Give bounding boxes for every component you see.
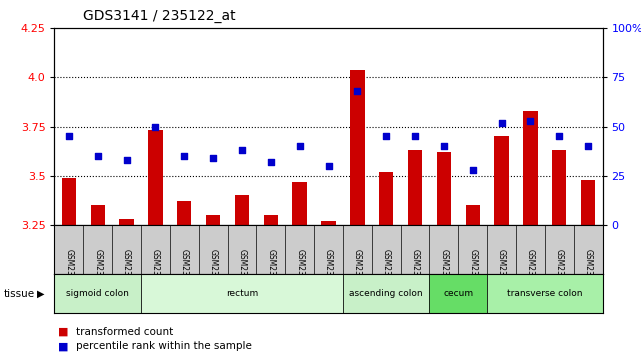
Point bbox=[438, 143, 449, 149]
Text: transverse colon: transverse colon bbox=[507, 289, 583, 298]
Point bbox=[583, 143, 594, 149]
Bar bbox=[494, 136, 509, 225]
Text: ■: ■ bbox=[58, 327, 68, 337]
Text: GSM234916: GSM234916 bbox=[122, 249, 131, 295]
Bar bbox=[177, 201, 192, 225]
Bar bbox=[54, 274, 141, 313]
Bar bbox=[321, 221, 336, 225]
Text: GSM234927: GSM234927 bbox=[353, 249, 362, 295]
Text: sigmoid colon: sigmoid colon bbox=[66, 289, 129, 298]
Bar bbox=[141, 274, 343, 313]
Point bbox=[467, 167, 478, 173]
Point bbox=[179, 153, 190, 159]
Bar bbox=[343, 274, 429, 313]
Point bbox=[294, 143, 305, 149]
Text: GSM234911: GSM234911 bbox=[179, 249, 189, 295]
Bar bbox=[429, 274, 487, 313]
Text: percentile rank within the sample: percentile rank within the sample bbox=[76, 341, 251, 351]
Bar bbox=[263, 215, 278, 225]
Point bbox=[410, 133, 420, 139]
Text: ▶: ▶ bbox=[37, 289, 44, 299]
Text: ■: ■ bbox=[58, 341, 68, 351]
Text: GSM234917: GSM234917 bbox=[497, 249, 506, 295]
Bar bbox=[552, 150, 567, 225]
Bar bbox=[292, 182, 307, 225]
Text: GSM234912: GSM234912 bbox=[468, 249, 478, 295]
Text: GSM234910: GSM234910 bbox=[93, 249, 103, 295]
Text: GSM234925: GSM234925 bbox=[324, 249, 333, 295]
Point bbox=[265, 159, 276, 165]
Text: GSM234909: GSM234909 bbox=[64, 249, 74, 295]
Text: GDS3141 / 235122_at: GDS3141 / 235122_at bbox=[83, 9, 236, 23]
Point bbox=[237, 147, 247, 153]
Bar bbox=[523, 111, 538, 225]
Text: GSM234914: GSM234914 bbox=[208, 249, 218, 295]
Text: GSM234920: GSM234920 bbox=[526, 249, 535, 295]
Bar bbox=[465, 205, 480, 225]
Text: ascending colon: ascending colon bbox=[349, 289, 423, 298]
Bar bbox=[119, 219, 134, 225]
Point bbox=[64, 133, 74, 139]
Point bbox=[525, 118, 535, 124]
Bar bbox=[148, 131, 163, 225]
Bar bbox=[206, 215, 221, 225]
Point bbox=[208, 155, 218, 161]
Text: GSM234921: GSM234921 bbox=[554, 249, 564, 295]
Point bbox=[323, 163, 333, 169]
Bar bbox=[487, 274, 603, 313]
Bar bbox=[235, 195, 249, 225]
Text: GSM234915: GSM234915 bbox=[237, 249, 247, 295]
Text: GSM234923: GSM234923 bbox=[266, 249, 276, 295]
Bar bbox=[350, 70, 365, 225]
Bar bbox=[408, 150, 422, 225]
Text: GSM234924: GSM234924 bbox=[295, 249, 304, 295]
Point bbox=[353, 88, 363, 94]
Text: GSM234913: GSM234913 bbox=[381, 249, 391, 295]
Text: GSM234922: GSM234922 bbox=[583, 249, 593, 295]
Bar bbox=[379, 172, 394, 225]
Point bbox=[150, 124, 160, 129]
Point bbox=[93, 153, 103, 159]
Point bbox=[496, 120, 506, 125]
Text: rectum: rectum bbox=[226, 289, 258, 298]
Text: GSM234919: GSM234919 bbox=[439, 249, 449, 295]
Bar bbox=[90, 205, 105, 225]
Text: GSM234918: GSM234918 bbox=[410, 249, 420, 295]
Text: GSM234926: GSM234926 bbox=[151, 249, 160, 295]
Point bbox=[554, 133, 564, 139]
Text: transformed count: transformed count bbox=[76, 327, 173, 337]
Bar bbox=[581, 179, 595, 225]
Text: cecum: cecum bbox=[444, 289, 473, 298]
Bar bbox=[437, 152, 451, 225]
Point bbox=[381, 133, 391, 139]
Bar bbox=[62, 178, 76, 225]
Point bbox=[122, 157, 132, 163]
Text: tissue: tissue bbox=[3, 289, 35, 299]
